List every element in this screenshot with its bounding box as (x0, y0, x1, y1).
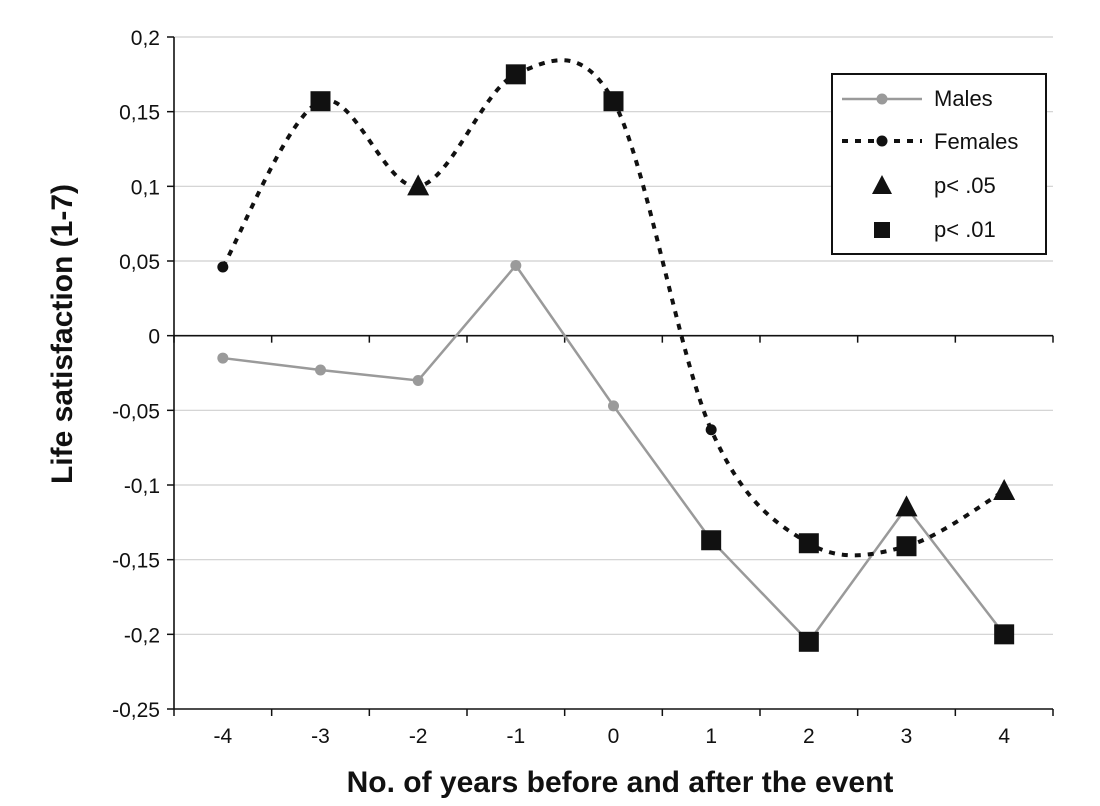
legend-label-males: Males (934, 86, 993, 111)
marker-triangle-females (407, 174, 430, 196)
legend-label-p01: p< .01 (934, 217, 996, 242)
marker-square-females (896, 536, 917, 557)
x-tick-label: 3 (901, 725, 913, 748)
x-axis-title: No. of years before and after the event (347, 766, 894, 799)
legend-label-females: Females (934, 129, 1018, 154)
marker-triangle-females (993, 478, 1016, 500)
x-tick-label: -3 (311, 725, 330, 748)
x-tick-label: -2 (409, 725, 428, 748)
legend-label-p05: p< .05 (934, 173, 996, 198)
marker-square-females (798, 533, 819, 554)
marker-square-males (798, 631, 819, 652)
y-tick-label: -0,2 (124, 624, 160, 647)
y-tick-label: -0,25 (112, 699, 160, 722)
marker-point-males (217, 352, 229, 364)
tick-labels: -0,25 -0,2 -0,15 -0,1 -0,05 0 0,05 0,1 0,15 0,2 -4… (112, 27, 1010, 748)
x-tick-label: -1 (506, 725, 525, 748)
y-tick-label: -0,1 (124, 475, 160, 498)
legend-box (831, 73, 1047, 255)
marker-point-females (705, 424, 717, 436)
y-tick-label: -0,15 (112, 550, 160, 573)
y-axis-title: Life satisfaction (1-7) (46, 184, 79, 484)
y-tick-label: 0,2 (131, 27, 160, 50)
marker-point-males (608, 400, 619, 412)
marker-point-males (412, 374, 424, 386)
marker-square-males (701, 530, 722, 551)
y-tick-label: 0,15 (119, 102, 160, 125)
marker-point-females (217, 261, 229, 273)
marker-square-females (310, 91, 331, 112)
y-tick-label: 0,05 (119, 251, 160, 274)
marker-triangle-males (895, 495, 918, 517)
y-tick-label: -0,05 (112, 400, 160, 423)
markers (217, 64, 1016, 652)
legend: Males Females p< .05 p< .01 (831, 73, 1047, 255)
x-tick-label: 2 (803, 725, 815, 748)
legend-square-marker (874, 222, 890, 238)
x-tick-label: 0 (608, 725, 620, 748)
marker-point-males (315, 364, 326, 376)
marker-square-females (505, 64, 526, 85)
axes (167, 36, 1054, 716)
grid-lines (174, 36, 1053, 635)
series-line-males (222, 263, 1006, 644)
marker-point-males (510, 259, 522, 271)
legend-females-dot (876, 135, 888, 147)
legend-males-dot (876, 93, 888, 105)
y-tick-label: 0,1 (131, 176, 160, 199)
marker-square-females (603, 91, 624, 112)
legend-triangle-marker (872, 175, 892, 194)
x-tick-label: 4 (998, 725, 1010, 748)
y-tick-label: 0 (148, 326, 160, 349)
marker-square-males (994, 624, 1015, 645)
x-tick-label: 1 (705, 725, 717, 748)
x-tick-label: -4 (213, 725, 232, 748)
